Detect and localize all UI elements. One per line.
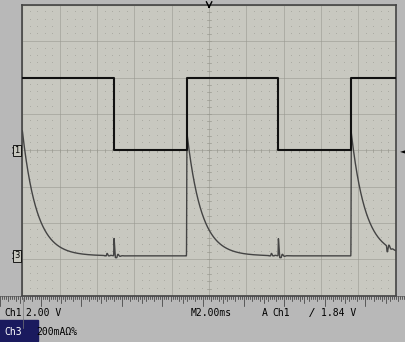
Text: ◄: ◄ xyxy=(399,146,405,155)
Text: 2.00 V: 2.00 V xyxy=(26,308,62,318)
Text: U: U xyxy=(206,0,211,1)
Text: /: / xyxy=(309,308,315,318)
Text: 200mAΩ%: 200mAΩ% xyxy=(36,327,77,337)
Text: M2.00ms: M2.00ms xyxy=(190,308,231,318)
Text: Ch3: Ch3 xyxy=(5,327,22,337)
Text: Ch1: Ch1 xyxy=(271,308,289,318)
Text: 1: 1 xyxy=(14,146,19,155)
Text: 1.84 V: 1.84 V xyxy=(320,308,355,318)
Text: A: A xyxy=(261,308,267,318)
Text: 3: 3 xyxy=(14,251,19,260)
FancyBboxPatch shape xyxy=(0,320,38,341)
Text: Ch1: Ch1 xyxy=(5,308,22,318)
